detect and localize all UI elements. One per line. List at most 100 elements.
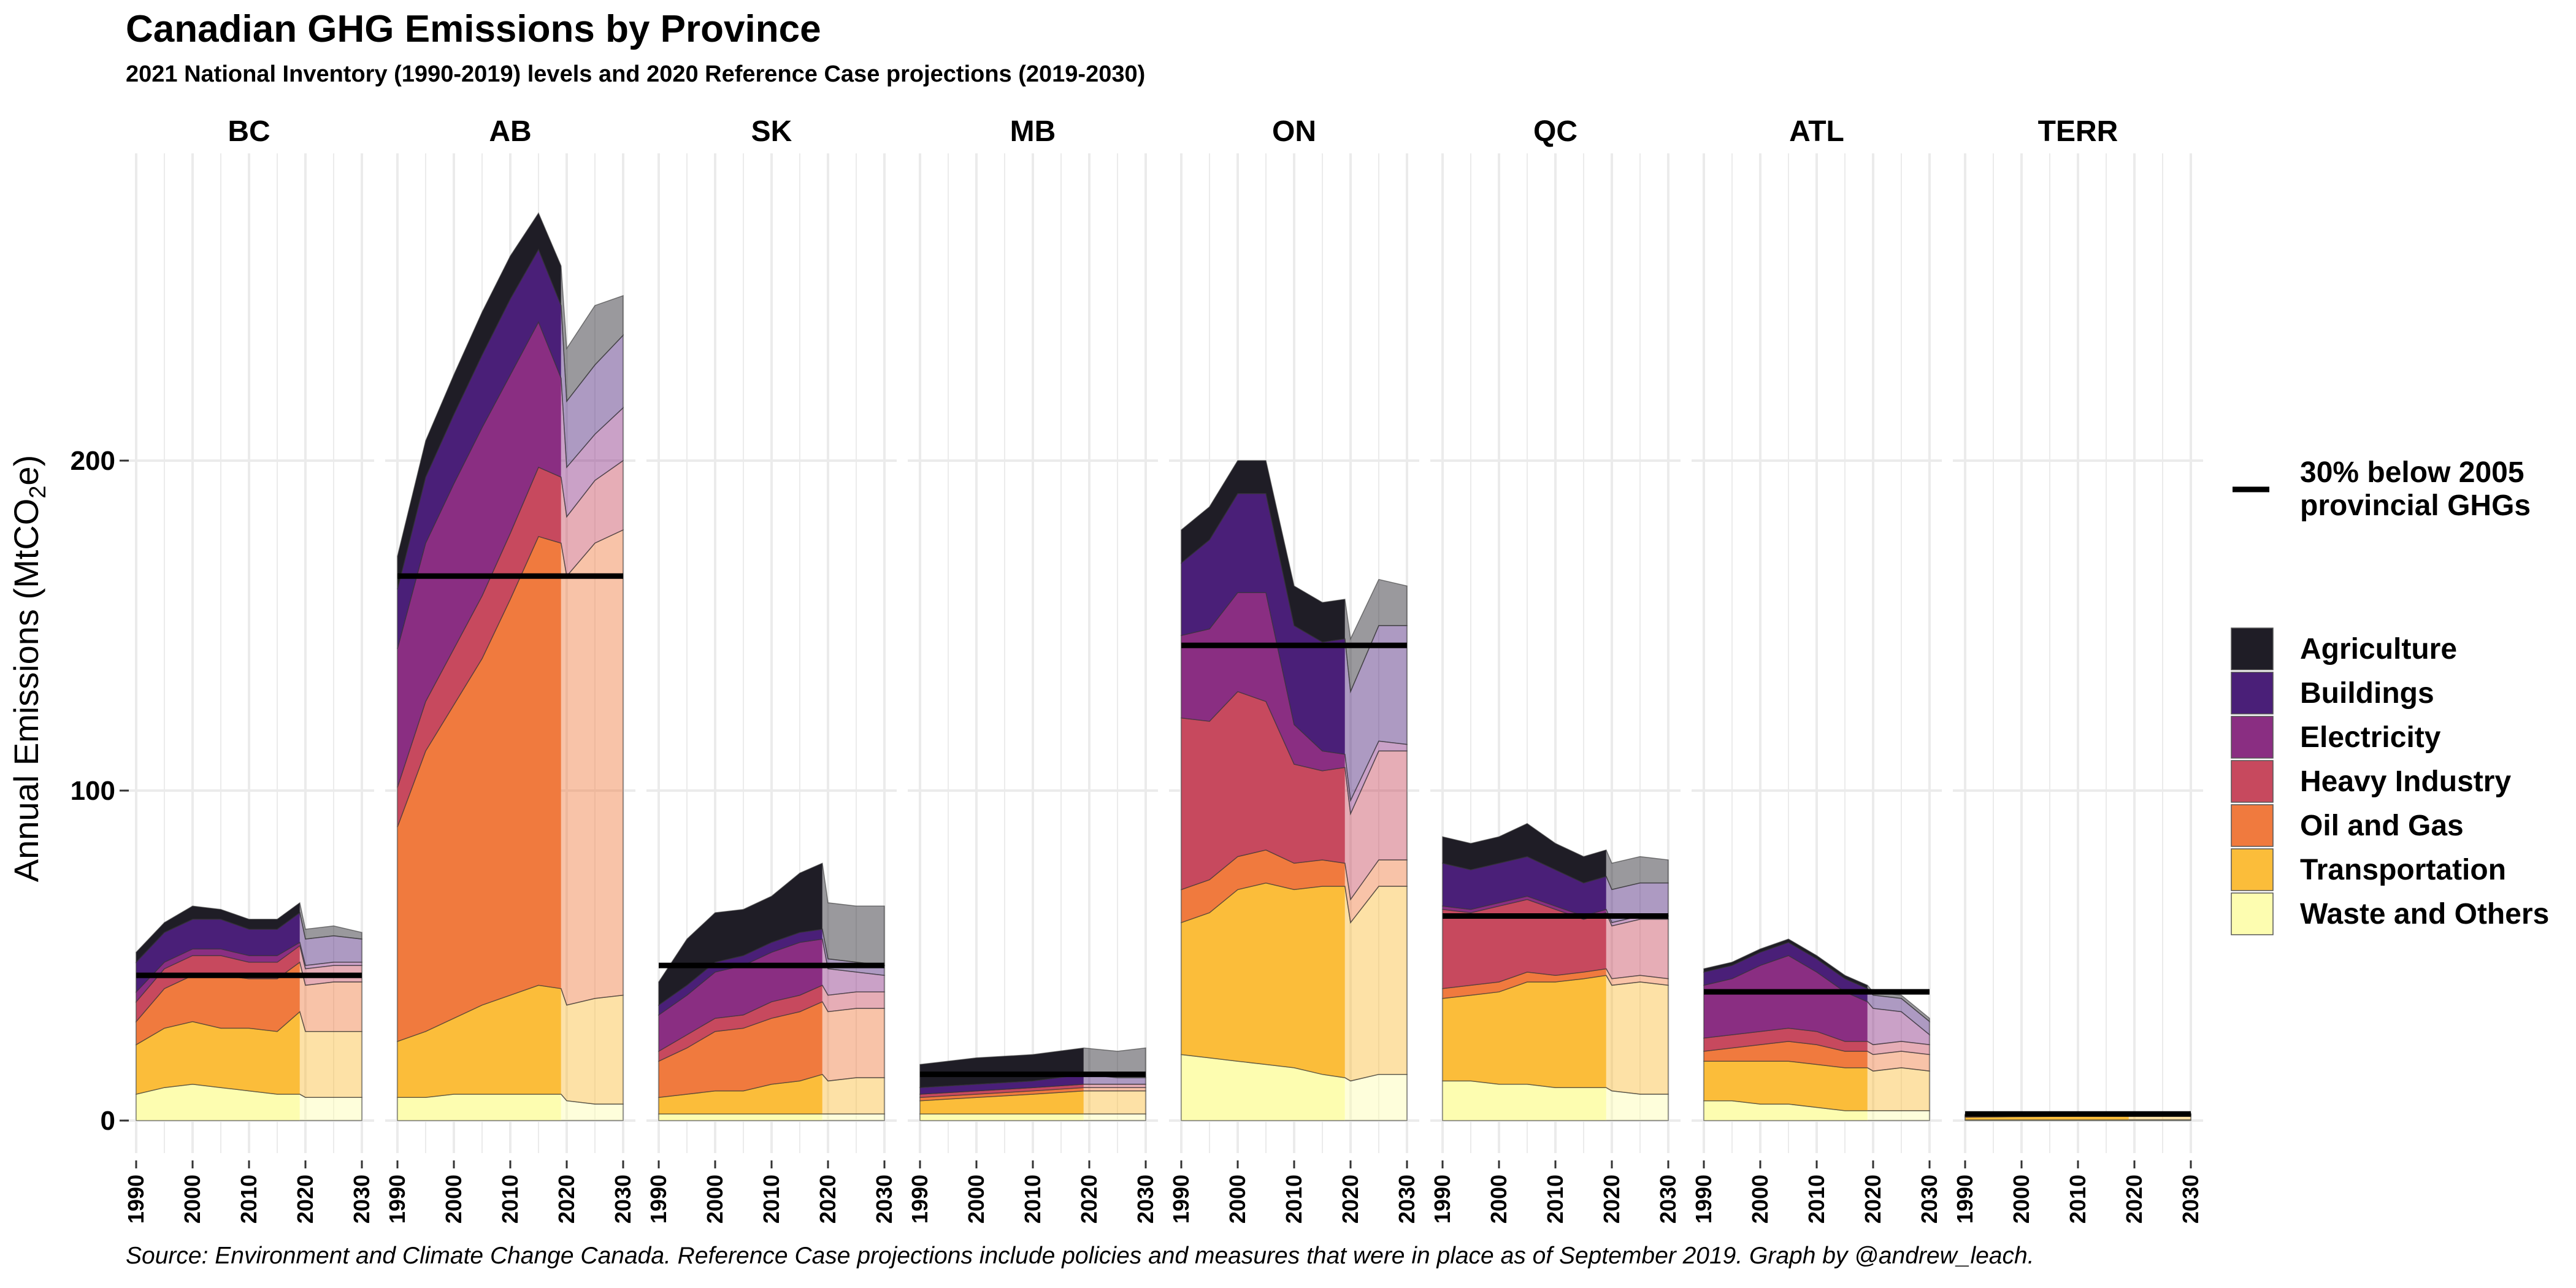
x-tick-label: 2010	[759, 1175, 784, 1224]
area-ab-transportation-proj	[561, 988, 624, 1105]
area-sk-transportation-proj	[822, 1073, 885, 1114]
area-atl-heavy-industry-proj	[1867, 1041, 1930, 1056]
x-tick-label: 2030	[872, 1175, 897, 1224]
facet-label-qc: QC	[1533, 115, 1577, 148]
legend-target-label-line2: provincial GHGs	[2300, 489, 2531, 522]
x-tick-label: 2000	[1486, 1175, 1511, 1224]
chart-subtitle: 2021 National Inventory (1990-2019) leve…	[126, 61, 1146, 87]
area-ab-agriculture-proj	[561, 264, 624, 403]
legend-swatch-transportation	[2231, 848, 2274, 891]
x-tick-label: 1990	[1430, 1175, 1455, 1224]
areas-proj	[1606, 849, 1669, 1121]
x-tick-label: 2020	[1860, 1175, 1885, 1224]
areas-hist	[1442, 822, 1606, 1121]
areas-proj	[1083, 1047, 1146, 1121]
area-mb-agriculture-proj	[1083, 1047, 1146, 1078]
area-sk-waste-and-others-proj	[822, 1113, 885, 1121]
areas-hist	[919, 1047, 1084, 1121]
x-tick-label: 2020	[815, 1175, 840, 1224]
chart-panels: BC 1990 2000 2010 2020 2030 AB 1990 2000 2010 2020…	[123, 115, 2203, 1224]
x-tick-label: 2000	[2009, 1175, 2034, 1224]
facet-label-mb: MB	[1010, 115, 1056, 148]
y-axis-label-subscript: 2	[25, 486, 51, 499]
x-tick-label: 2010	[1543, 1175, 1568, 1224]
area-bc-electricity-proj	[299, 941, 362, 970]
area-ab-electricity-proj	[561, 377, 624, 518]
x-tick-label: 2010	[236, 1175, 261, 1224]
x-tick-label: 2000	[1225, 1175, 1250, 1224]
area-bc-agriculture-hist	[136, 902, 300, 964]
chart-caption: Source: Environment and Climate Change C…	[126, 1243, 2034, 1269]
area-on-agriculture-hist	[1181, 460, 1345, 643]
x-tick-label: 1990	[907, 1175, 932, 1224]
panel-terr: TERR 1990 2000 2010 2020 2030	[1952, 115, 2203, 1224]
x-tick-label: 1990	[646, 1175, 671, 1224]
area-mb-agriculture-hist	[919, 1047, 1084, 1088]
x-tick-label: 2030	[1655, 1175, 1681, 1224]
area-atl-waste-and-others-proj	[1867, 1110, 1930, 1121]
y-axis-label: Annual Emissions (MtCO2e)	[7, 455, 51, 882]
area-qc-heavy-industry-proj	[1606, 912, 1669, 979]
y-axis-label-main: Annual Emissions (MtCO	[7, 499, 45, 883]
facet-label-sk: SK	[751, 115, 792, 148]
area-mb-waste-and-others-proj	[1083, 1113, 1146, 1121]
area-bc-agriculture-proj	[299, 902, 362, 940]
x-tick-label: 2020	[293, 1175, 318, 1224]
area-bc-oil-and-gas-proj	[299, 961, 362, 1032]
legend-swatch-oil-and-gas	[2231, 804, 2274, 847]
x-tick-label: 2000	[964, 1175, 989, 1224]
x-tick-label: 2030	[1394, 1175, 1419, 1224]
area-on-oil-and-gas-proj	[1344, 859, 1408, 924]
areas-proj	[299, 902, 362, 1121]
facet-label-atl: ATL	[1789, 115, 1844, 148]
areas-hist	[658, 862, 822, 1121]
area-terr-transportation-proj	[2128, 1116, 2191, 1121]
y-axis: 0 100 200	[71, 446, 129, 1136]
x-tick-label: 2020	[1338, 1175, 1363, 1224]
area-atl-transportation-proj	[1867, 1067, 1930, 1111]
x-tick-label: 2000	[180, 1175, 205, 1224]
area-bc-buildings-proj	[299, 911, 362, 966]
x-tick-label: 2010	[1804, 1175, 1829, 1224]
panel-qc: QC 1990 2000 2010 2020 2030	[1430, 115, 1681, 1224]
legend-target-label-line1: 30% below 2005	[2300, 456, 2524, 489]
facet-label-terr: TERR	[2038, 115, 2118, 148]
panel-bc: BC 1990 2000 2010 2020 2030	[123, 115, 374, 1224]
panel-on: ON 1990 2000 2010 2020 2030	[1168, 115, 1419, 1224]
y-axis-label-unit-end: e)	[7, 455, 45, 486]
x-tick-label: 1990	[1168, 1175, 1194, 1224]
panel-atl: ATL 1990 2000 2010 2020 2030	[1691, 115, 1942, 1224]
area-sk-heavy-industry-proj	[822, 984, 885, 1013]
area-sk-electricity-proj	[822, 938, 885, 996]
area-qc-agriculture-proj	[1606, 849, 1669, 891]
legend-label-oil-and-gas: Oil and Gas	[2300, 810, 2464, 842]
area-on-agriculture-proj	[1344, 578, 1408, 694]
areas-proj	[1344, 578, 1408, 1121]
areas-hist	[397, 212, 561, 1121]
area-ab-waste-and-others-proj	[561, 1094, 624, 1121]
x-tick-label: 2020	[1599, 1175, 1624, 1224]
legend-swatch-waste-and-others	[2231, 892, 2274, 935]
facet-label-on: ON	[1272, 115, 1316, 148]
area-ab-agriculture-hist	[397, 212, 561, 589]
facet-label-ab: AB	[489, 115, 531, 148]
area-sk-oil-and-gas-proj	[822, 1001, 885, 1082]
area-on-heavy-industry-proj	[1344, 750, 1408, 901]
legend-label-waste-and-others: Waste and Others	[2300, 898, 2549, 930]
area-atl-electricity-proj	[1867, 1001, 1930, 1046]
x-tick-label: 2030	[610, 1175, 635, 1224]
legend-swatch-heavy-industry	[2231, 760, 2274, 803]
area-bc-waste-and-others-proj	[299, 1094, 362, 1121]
area-qc-oil-and-gas-proj	[1606, 968, 1669, 986]
x-tick-label: 2010	[497, 1175, 523, 1224]
y-tick-label: 100	[71, 776, 115, 806]
panel-grid	[908, 153, 1158, 1153]
legend-label-transportation: Transportation	[2300, 854, 2506, 886]
areas-hist	[1703, 938, 1868, 1121]
x-tick-label: 2000	[702, 1175, 727, 1224]
facet-label-bc: BC	[228, 115, 270, 148]
legend-label-buildings: Buildings	[2300, 677, 2434, 710]
x-tick-label: 2030	[2178, 1175, 2203, 1224]
